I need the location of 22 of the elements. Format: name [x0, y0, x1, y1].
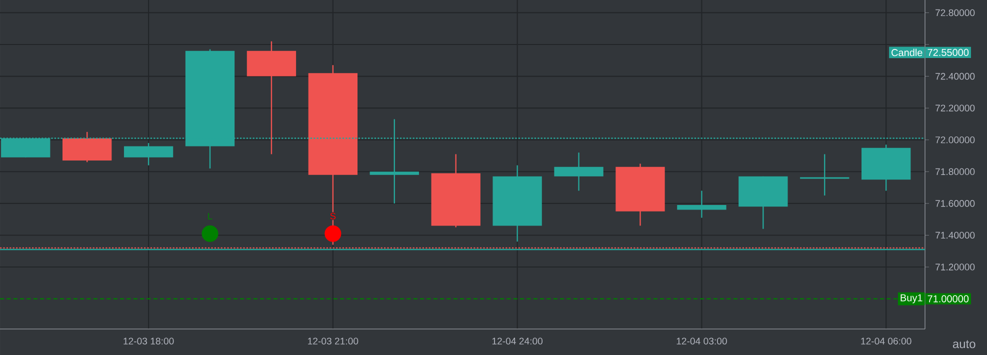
annotation: S	[330, 212, 336, 220]
x-tick-label: 12-04 03:00	[676, 338, 727, 344]
text: auto	[952, 340, 976, 348]
x-tick-label: 12-03 18:00	[124, 338, 174, 344]
candlestick	[677, 190, 726, 218]
candlestick	[799, 154, 850, 196]
y-tick-label: 71.20000	[936, 264, 975, 270]
annotation: Candle	[892, 48, 922, 56]
y-tick-label: 72.20000	[936, 104, 975, 112]
y-tick-label: 71.40000	[936, 232, 975, 239]
x-tick-label: 12-04 24:00	[492, 338, 543, 344]
y-tick-label: 72.80000	[936, 9, 975, 16]
x-tick-label: 12-03 21:00	[308, 338, 358, 344]
annotation: L	[208, 212, 212, 220]
text: 71.00000	[928, 295, 969, 302]
y-tick-label: 71.80000	[936, 168, 975, 176]
y-tick-label: 72.40000	[936, 72, 975, 80]
ref-line-label: Buy1	[900, 294, 922, 304]
x-tick-label: 12-04 06:00	[861, 338, 912, 344]
y-tick-label: 72.00000	[936, 136, 975, 144]
y-tick-label: 71.60000	[936, 200, 975, 207]
text: 72.55000	[928, 48, 969, 56]
